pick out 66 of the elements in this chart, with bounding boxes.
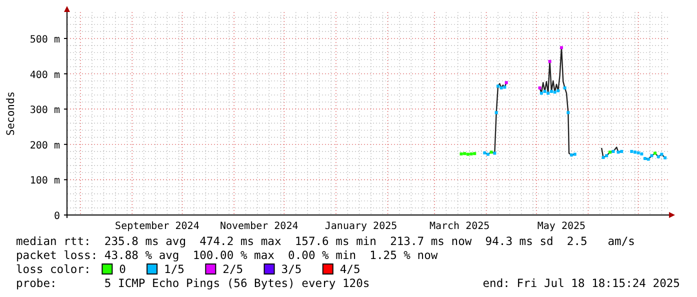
point [630, 150, 634, 153]
legend-label: 4/5 [340, 263, 360, 276]
point [548, 60, 552, 63]
point [616, 150, 620, 154]
point [490, 150, 493, 154]
x-tick-label: May 2025 [537, 221, 586, 232]
y-axis-title: Seconds [5, 91, 17, 136]
point [470, 152, 473, 156]
y-tick-label: 300 m [30, 105, 60, 116]
text: probe: 5 ICMP Echo Pings (56 Bytes) every 120s [16, 277, 370, 290]
point [573, 152, 576, 156]
y-tick-label: 500 m [30, 34, 60, 46]
legend-label: 2/5 [222, 263, 244, 276]
point [463, 152, 466, 156]
y-tick-label: 100 m [30, 176, 60, 187]
point [664, 156, 667, 160]
point [540, 92, 543, 95]
legend-label: 3/5 [281, 263, 302, 276]
legend-label: 1/5 [164, 263, 184, 276]
point [500, 86, 503, 90]
legend-label: 0 [119, 263, 126, 276]
point [486, 152, 490, 156]
point [560, 46, 563, 50]
point [612, 150, 615, 153]
point [538, 86, 542, 90]
point [503, 86, 506, 89]
x-tick-label: November 2024 [220, 221, 298, 232]
point [556, 89, 560, 92]
x-tick-label: September 2024 [115, 221, 200, 232]
point [570, 153, 574, 156]
point [460, 152, 463, 156]
x-tick-label: January 2025 [324, 221, 398, 232]
point [656, 155, 660, 158]
point [636, 151, 640, 154]
point [550, 90, 553, 93]
point [646, 158, 650, 161]
point [553, 90, 556, 94]
point [650, 154, 654, 158]
point [640, 152, 644, 156]
point [633, 150, 636, 154]
point [496, 84, 500, 88]
point [543, 90, 546, 93]
legend-title: loss color: [16, 263, 91, 276]
point [466, 152, 470, 156]
point [654, 152, 657, 155]
point [493, 152, 496, 155]
point [473, 152, 476, 156]
text: median rtt: 235.8 ms avg 474.2 ms max 157.6 ms min 213.7 ms now 94.3 ms sd 2.5 am/s [16, 235, 635, 248]
point [483, 151, 486, 154]
text: end: Fri Jul 18 18:15:24 2025 [482, 277, 680, 290]
point [620, 150, 624, 153]
point [608, 150, 612, 154]
y-tick-label: 200 m [30, 140, 60, 152]
point [504, 81, 508, 84]
point [563, 86, 566, 90]
point [660, 152, 664, 156]
point [605, 154, 608, 158]
point [494, 111, 498, 114]
y-tick-label: 400 m [30, 70, 60, 81]
y-tick-label: 0 [54, 211, 60, 222]
point [644, 157, 647, 160]
text: packet loss: 43.88 % avg 100.00 % max 0.00 % min 1.25 % now [16, 249, 438, 262]
point [566, 111, 570, 114]
point [602, 156, 605, 159]
point [546, 92, 550, 95]
x-tick-label: March 2025 [429, 221, 490, 232]
